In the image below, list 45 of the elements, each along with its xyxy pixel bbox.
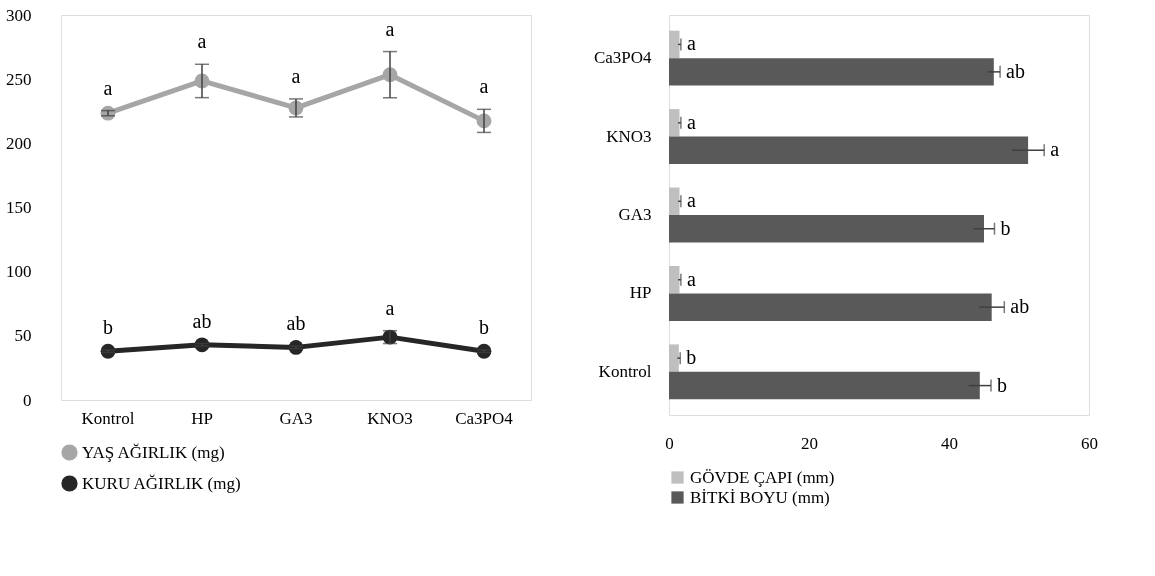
data-label: b <box>686 346 697 369</box>
data-label: a <box>385 17 395 40</box>
data-label: a <box>686 110 696 133</box>
data-label: b <box>479 315 489 338</box>
x-tick-label: GA3 <box>279 408 313 428</box>
data-label: a <box>103 76 113 99</box>
x-tick-label: 60 <box>1081 433 1098 453</box>
data-label: a <box>197 30 207 53</box>
y-tick-label: 100 <box>6 262 32 282</box>
x-tick-label: 0 <box>665 433 674 453</box>
data-label: b <box>103 315 113 338</box>
y-tick-label: Ca3PO4 <box>593 48 652 68</box>
data-label: ab <box>1006 59 1025 82</box>
data-label: b <box>997 373 1007 396</box>
data-label: a <box>1050 138 1060 161</box>
x-tick-label: HP <box>191 408 213 428</box>
data-label: b <box>1000 216 1011 239</box>
x-tick-label: Kontrol <box>81 408 135 428</box>
data-label: a <box>385 296 395 319</box>
data-label: ab <box>192 309 212 332</box>
data-label: ab <box>286 312 306 335</box>
data-label: ab <box>1010 295 1030 318</box>
y-tick-label: 0 <box>23 390 32 410</box>
data-label: a <box>291 64 301 87</box>
y-tick-label: 300 <box>6 5 32 25</box>
legend-label: BİTKİ BOYU (mm) <box>690 487 830 507</box>
y-tick-label: 250 <box>6 69 32 89</box>
y-tick-label: 200 <box>6 133 32 153</box>
legend-label: KURU AĞIRLIK (mg) <box>82 473 241 493</box>
y-tick-label: KNO3 <box>606 126 652 146</box>
x-tick-label: 40 <box>941 433 958 453</box>
x-tick-label: 20 <box>801 433 818 453</box>
y-tick-label: 50 <box>14 326 32 346</box>
x-tick-label: KNO3 <box>367 408 413 428</box>
legend-label: GÖVDE ÇAPI (mm) <box>690 467 835 487</box>
legend-label: YAŞ AĞIRLIK (mg) <box>82 442 225 462</box>
x-tick-label: Ca3PO4 <box>455 408 514 428</box>
y-tick-label: 150 <box>6 198 32 217</box>
data-label: a <box>479 75 489 98</box>
y-tick-label: HP <box>629 283 652 303</box>
data-label: a <box>686 267 696 290</box>
y-tick-label: Kontrol <box>598 361 652 381</box>
data-label: a <box>686 32 696 55</box>
y-tick-label: GA3 <box>618 205 652 224</box>
data-label: a <box>686 189 696 212</box>
